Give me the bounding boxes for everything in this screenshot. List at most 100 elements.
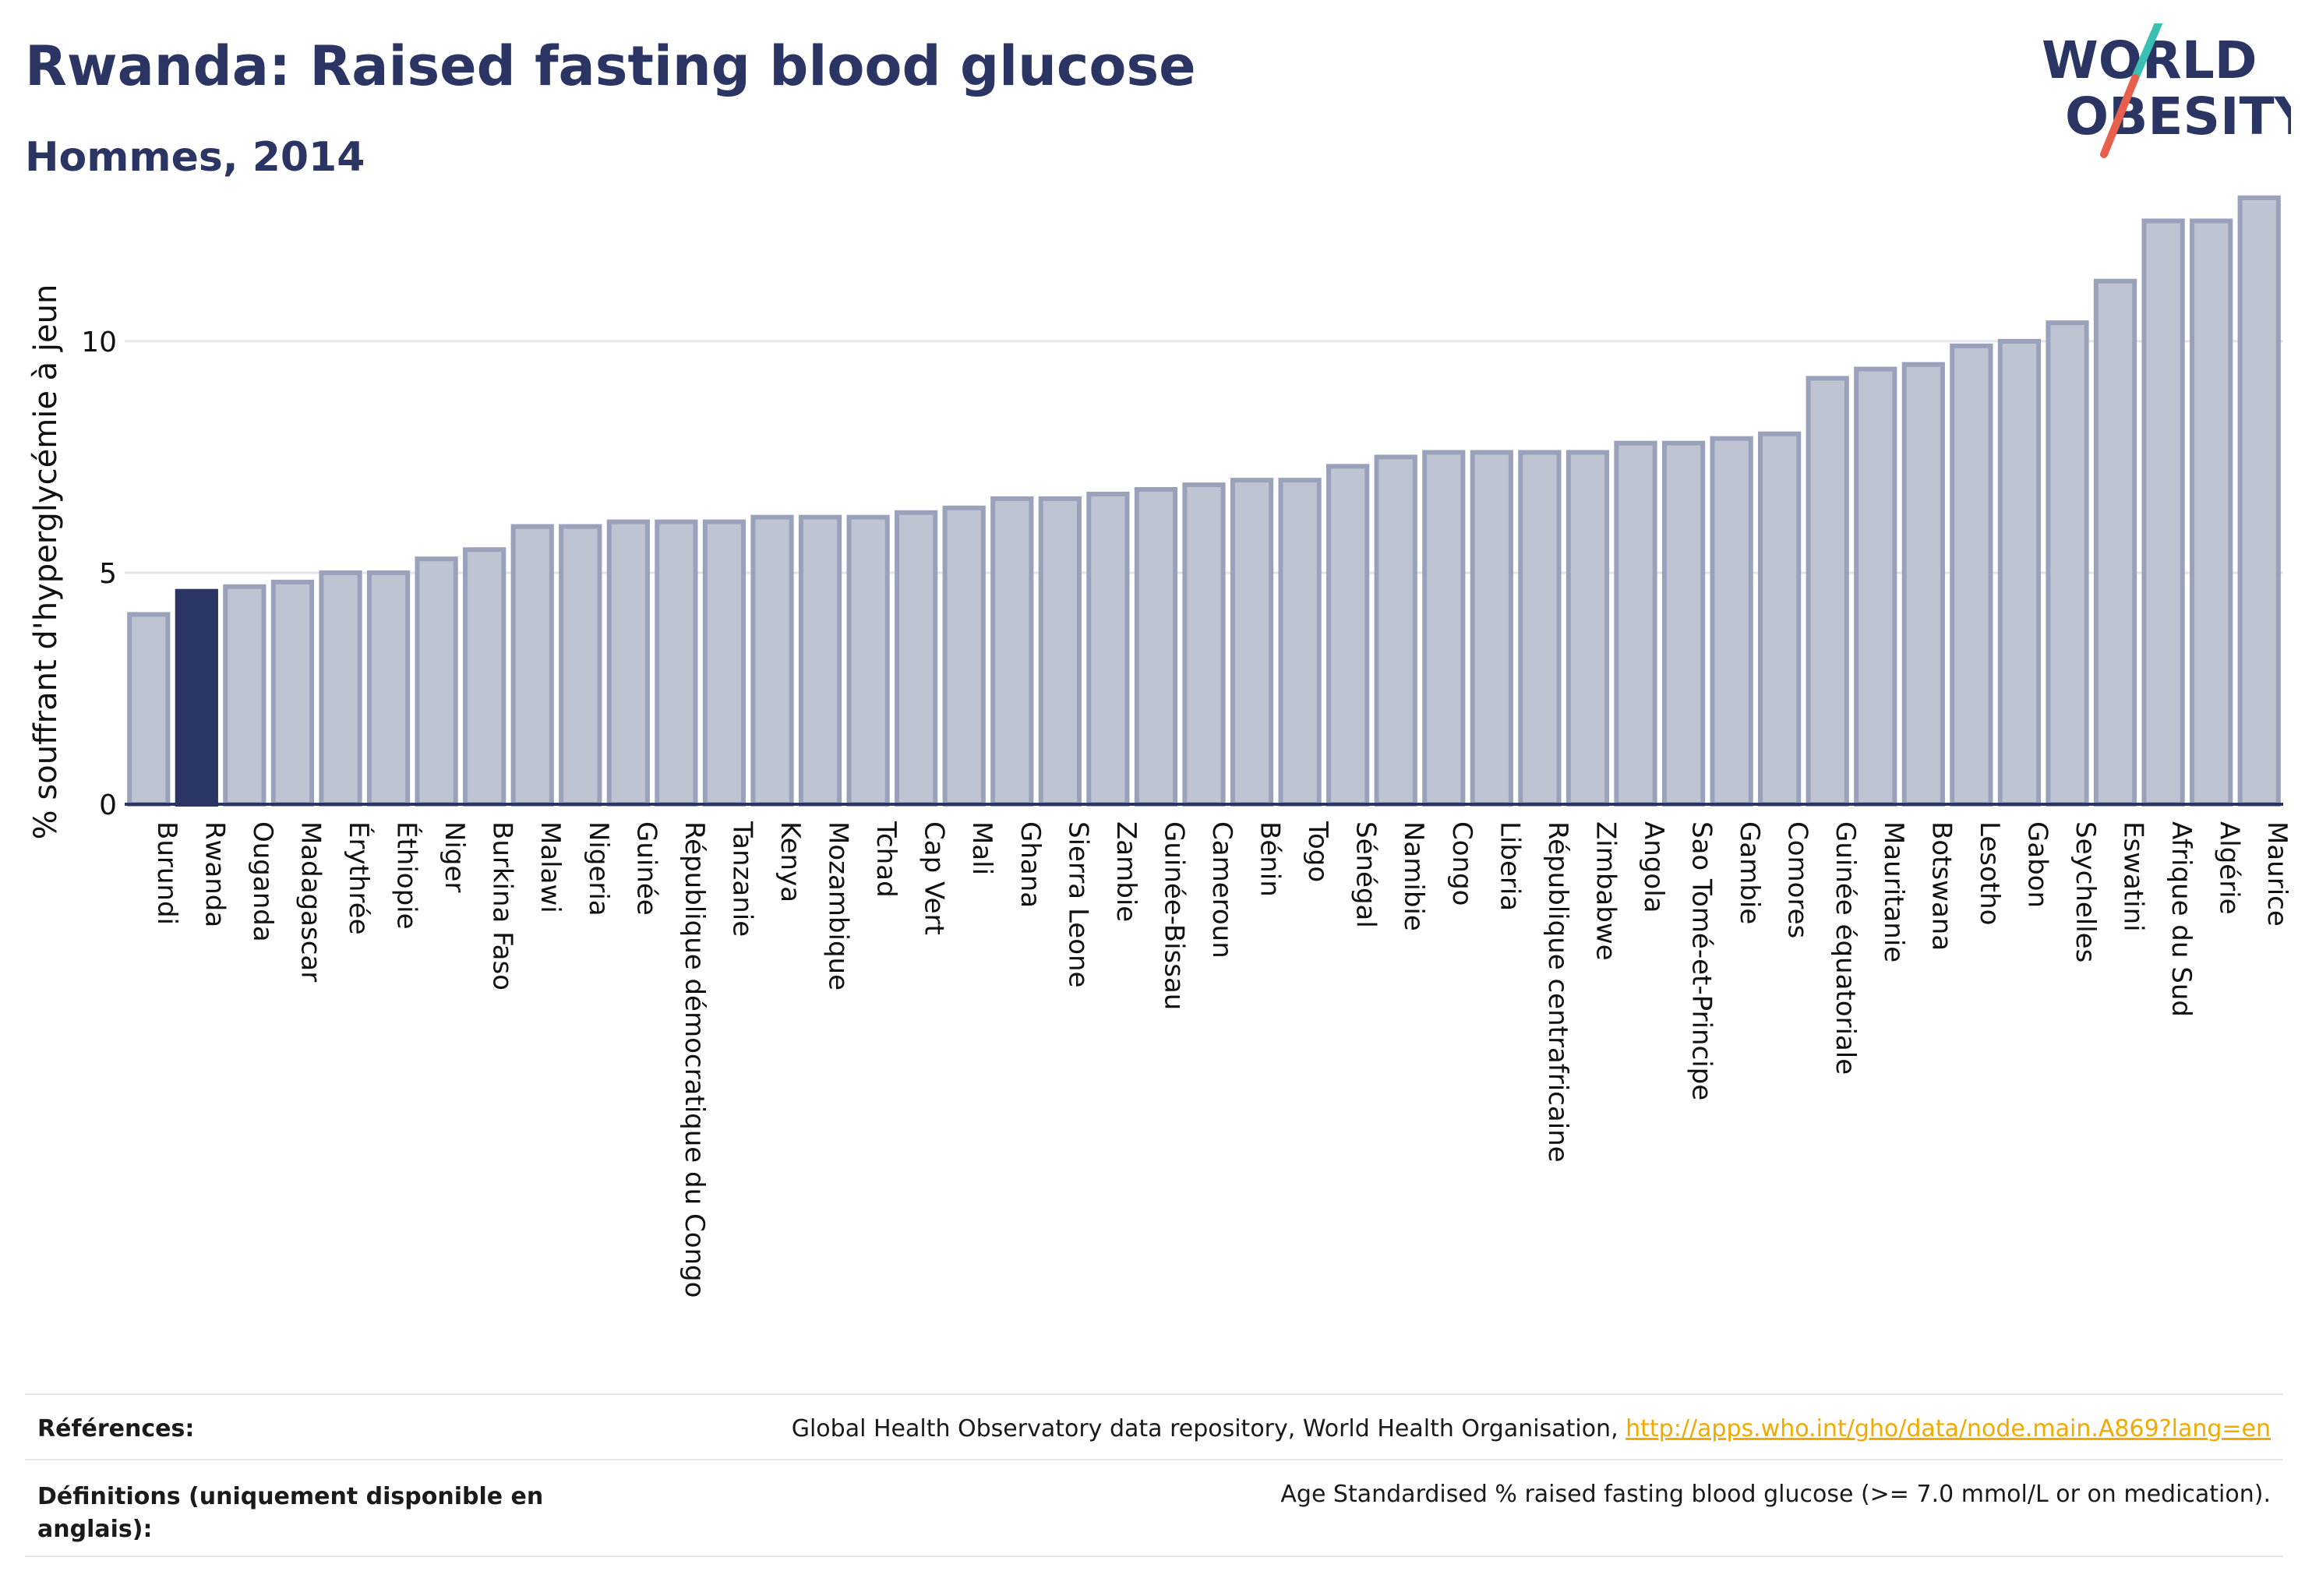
x-tick-label: Sierra Leone [1062, 821, 1093, 987]
footer-divider-middle [25, 1459, 2283, 1460]
y-tick-label: 0 [99, 789, 117, 821]
x-tick-label: Comores [1782, 821, 1813, 938]
bar-gambie [1710, 436, 1753, 807]
bar-éthiopie [366, 570, 411, 807]
y-tick-label: 5 [99, 558, 117, 590]
x-tick-label: Niger [439, 821, 470, 892]
bar-zimbabwe [1565, 450, 1610, 807]
bar-cameroun [1182, 482, 1226, 807]
bar-rwanda [175, 588, 218, 807]
x-tick-label: Lesotho [1974, 821, 2005, 925]
footer-divider-bottom [25, 1555, 2283, 1557]
x-tick-label: République démocratique du Congo [679, 821, 710, 1298]
y-tick-label: 10 [81, 327, 117, 358]
x-tick-label: Congo [1446, 821, 1477, 906]
logo-line2: OBESITY [2065, 87, 2291, 147]
x-tick-label: Ghana [1015, 821, 1046, 908]
bar-togo [1278, 478, 1322, 807]
footer-definitions-row: Définitions (uniquement disponible en an… [25, 1468, 2283, 1554]
bar-maurice [2237, 195, 2281, 807]
bar-madagascar [270, 579, 315, 807]
bar-république-centrafricaine [1518, 450, 1562, 807]
logo-slash-bottom-icon [2100, 74, 2139, 158]
x-tick-label: Éthiopie [391, 821, 423, 930]
x-tick-label: Guinée-Bissau [1158, 821, 1189, 1010]
bar-guinée [606, 519, 650, 807]
bar-érythrée [319, 570, 362, 807]
bar-kenya [750, 514, 794, 807]
x-tick-label: Mauritanie [1878, 821, 1909, 962]
x-tick-label: Nigeria [583, 821, 614, 916]
bar-tanzanie [702, 519, 747, 807]
footer-references-row: Références: Global Health Observatory da… [25, 1403, 2283, 1457]
bar-eswatini [2093, 278, 2137, 807]
x-tick-label: Ouganda [247, 821, 278, 942]
bar-mauritanie [1854, 366, 1897, 807]
bar-sao-tomé-et-principe [1661, 440, 1706, 807]
x-tick-label: Tanzanie [726, 821, 757, 937]
world-obesity-logo: WORLD OBESITY [2042, 23, 2291, 158]
references-link[interactable]: http://apps.who.int/gho/data/node.main.A… [1626, 1415, 2271, 1442]
bar-cap-vert [895, 510, 938, 807]
bar-algérie [2190, 218, 2233, 807]
x-tick-label: Cap Vert [919, 821, 950, 935]
x-tick-label: Sénégal [1350, 821, 1382, 928]
logo-slash-top-icon [2131, 23, 2162, 82]
x-tick-label: Liberia [1494, 821, 1525, 911]
x-tick-label: Mozambique [823, 821, 854, 990]
references-label: Références: [37, 1415, 195, 1442]
references-text: Global Health Observatory data repositor… [791, 1415, 1626, 1442]
bar-angola [1614, 440, 1657, 807]
bar-nigeria [559, 524, 602, 807]
x-tick-label: Sao Tomé-et-Principe [1686, 821, 1717, 1100]
bars-layer [127, 195, 2281, 807]
bar-république-démocratique-du-congo [655, 519, 698, 807]
bar-seychelles [2046, 320, 2089, 807]
x-tick-label: Burundi [151, 821, 182, 925]
bar-namibie [1374, 454, 1417, 807]
x-tick-label: Guinée équatoriale [1830, 821, 1861, 1075]
bar-burundi [127, 612, 171, 807]
bar-chart: 0 5 10 Burundi Rwanda Ouganda Madagascar Éryth… [28, 195, 2293, 1298]
x-tick-label: Zambie [1110, 821, 1142, 922]
footer-divider-top [25, 1393, 2283, 1395]
x-tick-label: Rwanda [199, 821, 230, 927]
chart-title: Rwanda: Raised fasting blood glucose [25, 34, 1196, 98]
x-ticks-layer: Burundi Rwanda Ouganda Madagascar Érythrée Ét… [151, 821, 2293, 1298]
y-axis-label: % souffrant d'hyperglycémie à jeun [28, 284, 64, 840]
bar-guinée-bissau [1134, 487, 1178, 807]
references-value: Global Health Observatory data repositor… [792, 1415, 2271, 1442]
x-tick-label: Bénin [1255, 821, 1286, 897]
bar-tchad [846, 514, 890, 807]
x-tick-label: Namibie [1398, 821, 1429, 931]
x-tick-label: Cameroun [1206, 821, 1237, 959]
bar-sierra-leone [1038, 496, 1082, 807]
x-tick-label: Seychelles [2070, 821, 2101, 962]
bar-malawi [510, 524, 554, 807]
x-tick-label: Angola [1638, 821, 1669, 913]
x-tick-label: Malawi [535, 821, 566, 913]
x-tick-label: Afrique du Sud [2166, 821, 2197, 1017]
bar-zambie [1086, 491, 1130, 807]
x-tick-label: Togo [1302, 821, 1333, 882]
x-tick-label: République centrafricaine [1542, 821, 1573, 1163]
x-tick-label: Burkina Faso [487, 821, 518, 990]
x-tick-label: Maurice [2261, 821, 2293, 927]
chart-subtitle: Hommes, 2014 [25, 134, 365, 181]
x-tick-label: Madagascar [295, 821, 326, 982]
bar-mali [942, 505, 986, 807]
bar-sénégal [1326, 464, 1370, 807]
definitions-value: Age Standardised % raised fasting blood … [1280, 1481, 2271, 1508]
bar-ouganda [223, 584, 267, 807]
x-tick-label: Kenya [775, 821, 806, 902]
bar-bénin [1230, 478, 1274, 807]
bar-mozambique [798, 514, 842, 807]
y-ticks-layer: 0 5 10 [81, 327, 117, 821]
bar-gabon [1997, 338, 2042, 807]
x-tick-label: Mali [966, 821, 997, 875]
definitions-label: Définitions (uniquement disponible en an… [37, 1483, 544, 1543]
bar-afrique-du-sud [2141, 218, 2185, 807]
bar-botswana [1901, 362, 1945, 807]
bar-congo [1422, 450, 1466, 807]
x-tick-label: Algérie [2214, 821, 2245, 915]
